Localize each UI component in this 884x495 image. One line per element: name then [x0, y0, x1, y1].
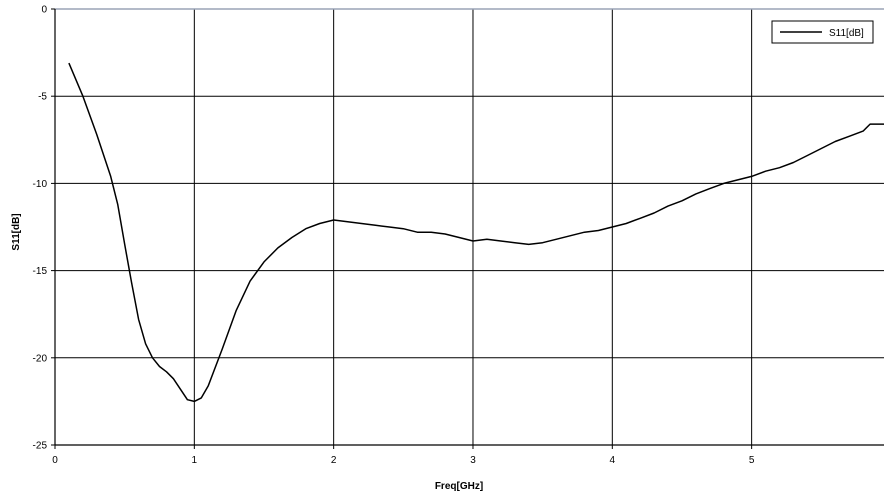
y-axis-title: S11[dB] [11, 213, 22, 250]
legend-label: S11[dB] [829, 28, 864, 39]
y-tick-label: 0 [41, 5, 47, 16]
series-lines [68, 62, 884, 403]
x-tick-label: 5 [749, 455, 755, 466]
x-axis-title: Freq[GHz] [435, 481, 483, 492]
y-tick-label: -10 [33, 179, 48, 190]
y-tick-label: -25 [33, 441, 48, 452]
y-tick-label: -20 [33, 353, 48, 364]
series-line-s11 [68, 62, 884, 403]
x-tick-label: 3 [470, 455, 476, 466]
tick-labels: 0 -5 -10 -15 -20 -25 0 1 2 3 4 5 [33, 5, 755, 467]
grid-lines [55, 9, 884, 445]
x-tick-label: 2 [331, 455, 337, 466]
legend: S11[dB] [771, 20, 874, 44]
y-tick-label: -5 [38, 92, 47, 103]
x-tick-label: 0 [52, 455, 58, 466]
legend-box [771, 20, 874, 44]
axes [51, 8, 884, 449]
x-tick-label: 4 [610, 455, 616, 466]
x-tick-label: 1 [192, 455, 198, 466]
y-tick-label: -15 [33, 266, 48, 277]
